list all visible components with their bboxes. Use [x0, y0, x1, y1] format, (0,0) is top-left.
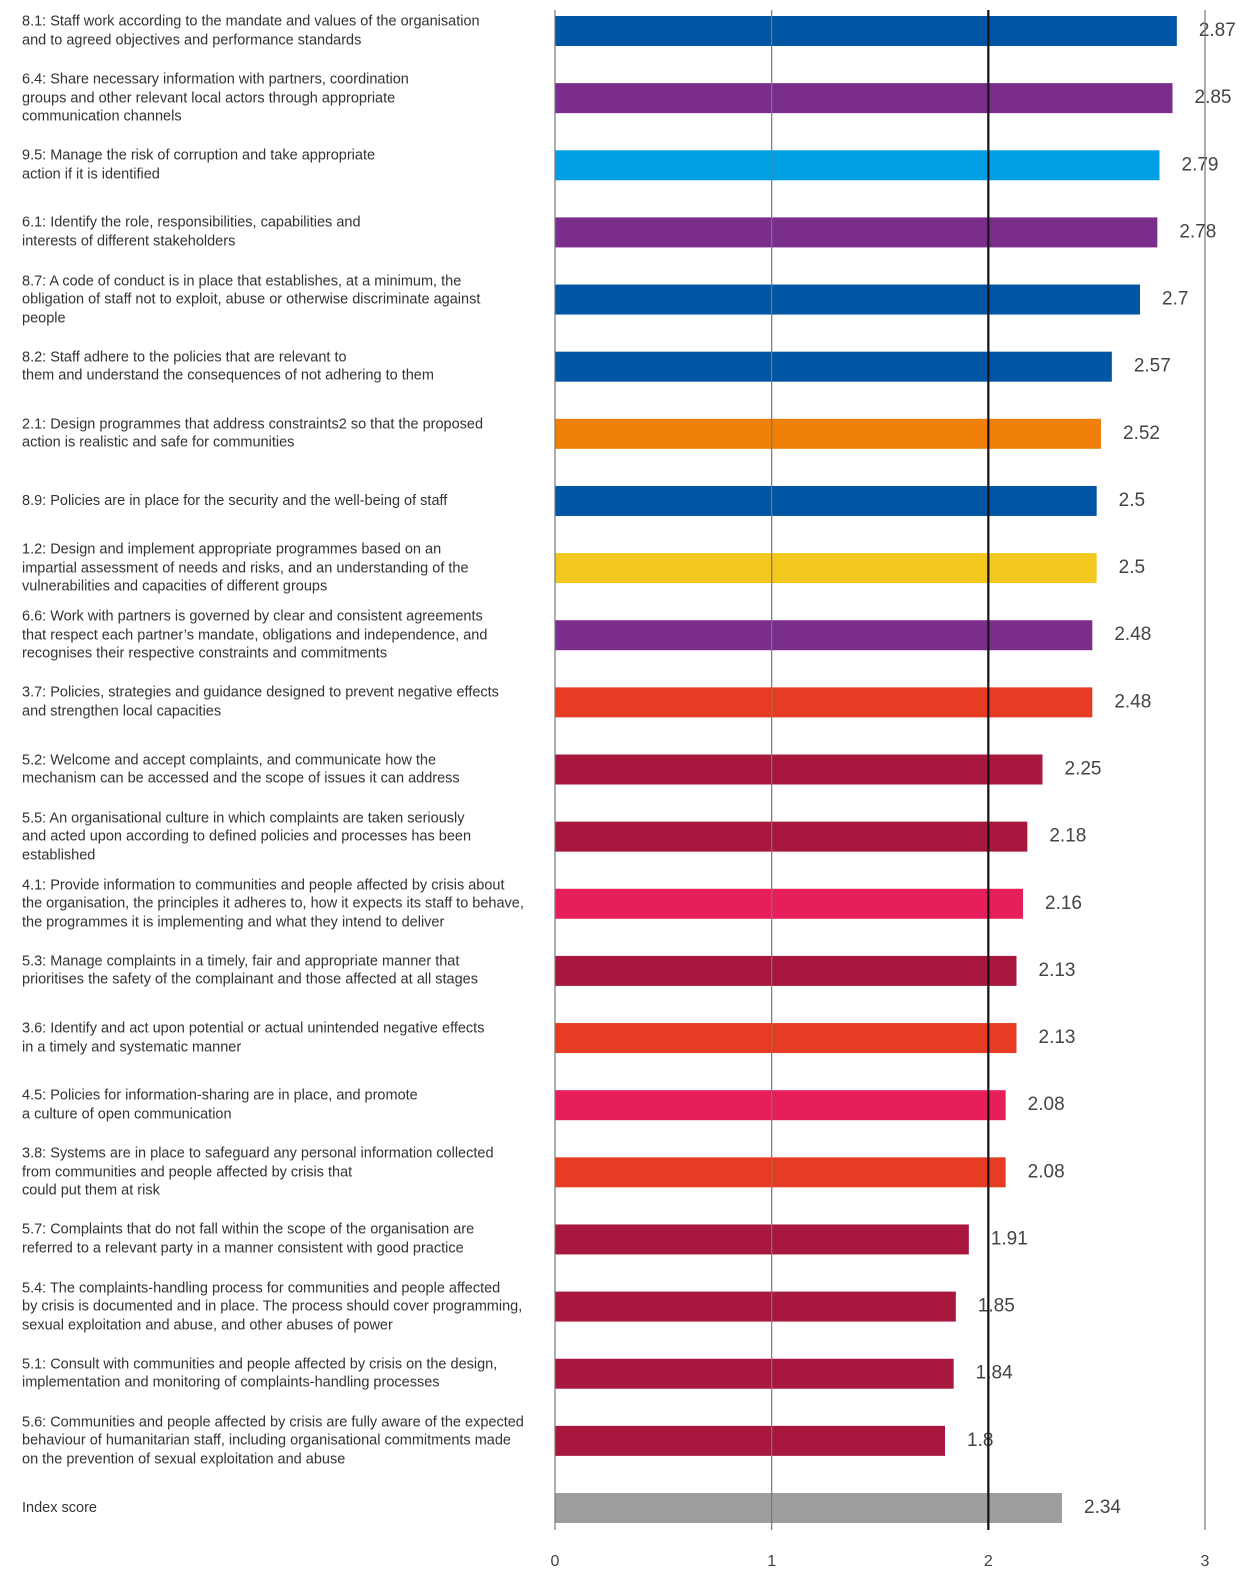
- bar: [555, 217, 1158, 248]
- category-label: 3.8: Systems are in place to safeguard a…: [22, 1145, 494, 1199]
- bar: [555, 955, 1017, 986]
- category-label: 5.6: Communities and people affected by …: [22, 1414, 524, 1468]
- category-label: 5.1: Consult with communities and people…: [22, 1356, 498, 1391]
- category-label: 6.1: Identify the role, responsibilities…: [22, 214, 361, 250]
- x-tick-label: 0: [551, 1553, 560, 1570]
- bar: [555, 83, 1173, 114]
- value-label: 1.8: [967, 1430, 993, 1451]
- category-label: 6.6: Work with partners is governed by c…: [22, 608, 488, 662]
- bar: [555, 1493, 1062, 1523]
- value-label: 2.48: [1114, 624, 1151, 645]
- x-tick-label: 2: [984, 1553, 993, 1570]
- value-label: 2.18: [1049, 826, 1086, 847]
- bar: [555, 1291, 956, 1322]
- value-label: 2.5: [1119, 557, 1145, 578]
- value-label: 2.48: [1114, 691, 1151, 712]
- category-label: 4.5: Policies for information-sharing ar…: [22, 1087, 418, 1123]
- bar: [555, 1023, 1017, 1054]
- value-label: 2.57: [1134, 356, 1171, 377]
- category-label: 3.6: Identify and act upon potential or …: [22, 1020, 485, 1056]
- category-label: 9.5: Manage the risk of corruption and t…: [22, 147, 376, 183]
- bar: [555, 888, 1023, 919]
- bar: [555, 821, 1028, 852]
- x-tick-label: 3: [1201, 1553, 1210, 1570]
- value-label: 2.87: [1199, 20, 1236, 41]
- value-label: 2.08: [1028, 1161, 1065, 1182]
- value-label: 2.5: [1119, 490, 1145, 511]
- category-label: 8.1: Staff work according to the mandate…: [22, 13, 480, 49]
- bar: [555, 418, 1101, 449]
- category-label: 3.7: Policies, strategies and guidance d…: [22, 684, 499, 720]
- bar: [555, 620, 1093, 651]
- value-label: 1.91: [991, 1228, 1028, 1249]
- bar: [555, 351, 1112, 382]
- value-label: 2.79: [1182, 154, 1219, 175]
- bar: [555, 150, 1160, 181]
- bar: [555, 553, 1097, 584]
- x-tick-label: 1: [767, 1553, 776, 1570]
- category-label: 5.2: Welcome and accept complaints, and …: [22, 752, 460, 787]
- bar: [555, 754, 1043, 785]
- bar: [555, 1157, 1006, 1188]
- value-label: 2.25: [1065, 759, 1102, 780]
- bar: [555, 1425, 945, 1456]
- bar: [555, 284, 1140, 315]
- category-label: 2.1: Design programmes that address cons…: [22, 416, 484, 451]
- value-label: 2.78: [1179, 221, 1216, 242]
- category-label: 5.5: An organisational culture in which …: [22, 809, 472, 863]
- category-label: 4.1: Provide information to communities …: [22, 877, 524, 931]
- value-label: 2.16: [1045, 893, 1082, 914]
- category-label: 1.2: Design and implement appropriate pr…: [22, 541, 469, 595]
- bar: [555, 1090, 1006, 1121]
- category-label: 8.9: Policies are in place for the secur…: [22, 492, 448, 509]
- value-label: 1.84: [976, 1363, 1013, 1384]
- value-label: 2.7: [1162, 289, 1188, 310]
- category-label: 8.2: Staff adhere to the policies that a…: [22, 349, 434, 384]
- category-label: Index score: [22, 1499, 97, 1516]
- bar: [555, 1358, 954, 1389]
- category-label: 5.7: Complaints that do not fall within …: [22, 1221, 475, 1257]
- value-label: 2.13: [1039, 1027, 1076, 1048]
- category-label: 5.3: Manage complaints in a timely, fair…: [22, 953, 478, 988]
- category-label: 6.4: Share necessary information with pa…: [22, 71, 409, 125]
- bar: [555, 1224, 969, 1255]
- value-label: 2.85: [1195, 87, 1232, 108]
- value-label: 1.85: [978, 1296, 1015, 1317]
- bar: [555, 16, 1177, 46]
- category-label: 5.4: The complaints-handling process for…: [22, 1279, 523, 1333]
- value-label: 2.13: [1039, 960, 1076, 981]
- value-label: 2.34: [1084, 1497, 1121, 1518]
- bar: [555, 485, 1097, 516]
- bar: [555, 687, 1093, 718]
- category-label: 8.7: A code of conduct is in place that …: [22, 272, 481, 326]
- value-label: 2.08: [1028, 1094, 1065, 1115]
- value-label: 2.52: [1123, 423, 1160, 444]
